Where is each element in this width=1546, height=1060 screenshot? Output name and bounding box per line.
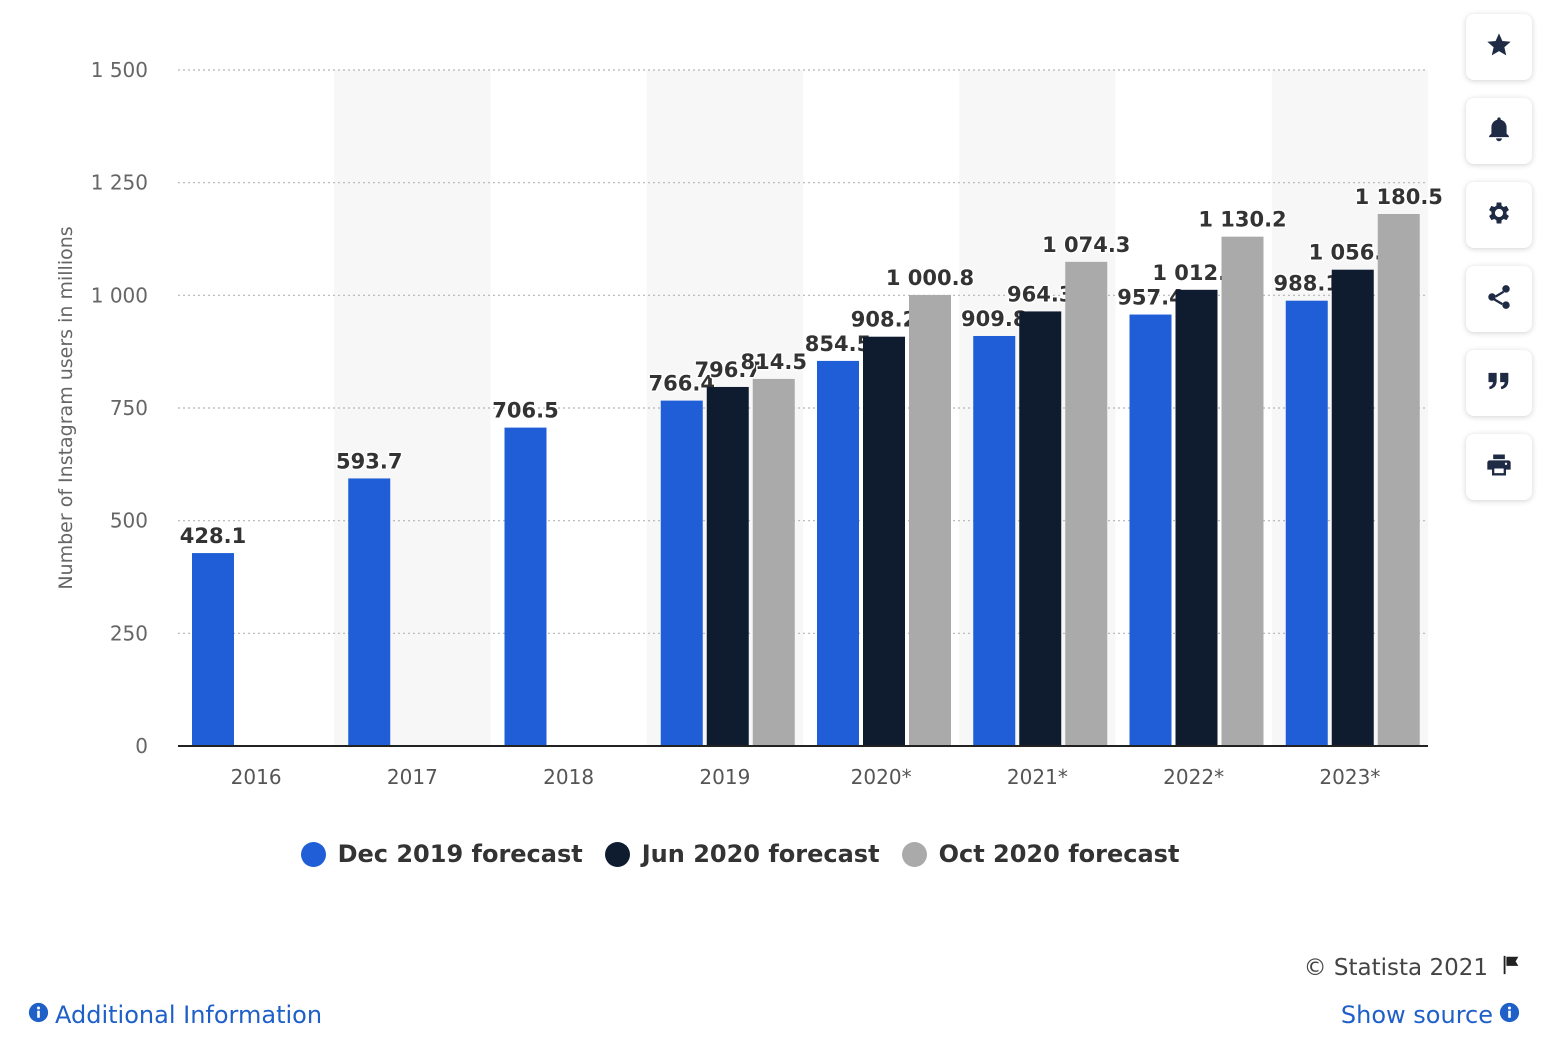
x-tick-label: 2019: [699, 765, 750, 789]
x-tick-label: 2020*: [851, 765, 912, 789]
bar[interactable]: [348, 478, 391, 746]
bar[interactable]: [1221, 236, 1264, 746]
data-label: 766.4: [649, 372, 715, 396]
bar[interactable]: [660, 400, 703, 746]
bar[interactable]: [909, 294, 951, 746]
y-tick-label: 1 250: [91, 171, 148, 195]
bar[interactable]: [1331, 269, 1374, 746]
chart-legend: Dec 2019 forecast Jun 2020 forecast Oct …: [0, 840, 1480, 868]
data-label: 1 000.8: [886, 266, 974, 290]
settings-button[interactable]: [1466, 182, 1532, 248]
legend-item-jun-2020[interactable]: Jun 2020 forecast: [604, 840, 880, 868]
bar-chart: 0 250 500 750 1 000 1 250 1 500 Number of Insta…: [55, 58, 1444, 789]
star-icon: [1485, 31, 1513, 63]
data-label: 854.5: [805, 332, 871, 356]
cite-button[interactable]: [1466, 350, 1532, 416]
data-label: 796.7: [695, 358, 761, 382]
print-icon: [1485, 451, 1513, 483]
legend-item-dec-2019[interactable]: Dec 2019 forecast: [300, 840, 583, 868]
info-icon: [28, 1001, 49, 1029]
bar[interactable]: [817, 360, 859, 746]
x-tick-label: 2016: [231, 765, 282, 789]
data-label: 964.3: [1007, 282, 1073, 306]
show-source-link[interactable]: Show source: [1341, 1001, 1520, 1029]
y-tick-label: 500: [110, 509, 148, 533]
data-label: 428.1: [180, 524, 246, 548]
additional-information-link[interactable]: Additional Information: [28, 1001, 322, 1029]
data-label: 1 180.5: [1355, 185, 1443, 209]
bar[interactable]: [973, 335, 1016, 746]
y-axis-label: Number of Instagram users in millions: [55, 226, 77, 589]
data-label: 593.7: [336, 449, 402, 473]
bar[interactable]: [1285, 300, 1328, 746]
bar[interactable]: [1019, 311, 1062, 746]
copyright-text: © Statista 2021: [1303, 955, 1488, 981]
share-icon: [1485, 283, 1513, 315]
share-button[interactable]: [1466, 266, 1532, 332]
bar[interactable]: [1175, 289, 1218, 746]
notification-button[interactable]: [1466, 98, 1532, 164]
bar[interactable]: [192, 553, 234, 746]
print-button[interactable]: [1466, 434, 1532, 500]
gear-icon: [1485, 199, 1513, 231]
bell-icon: [1485, 115, 1513, 147]
x-tick-label: 2022*: [1163, 765, 1224, 789]
x-tick-label: 2018: [543, 765, 594, 789]
data-label: 1 074.3: [1042, 233, 1130, 257]
x-tick-label: 2017: [387, 765, 438, 789]
bar[interactable]: [1129, 314, 1172, 746]
info-icon: [1499, 1001, 1520, 1029]
data-label: 706.5: [492, 399, 558, 423]
bar[interactable]: [863, 336, 905, 746]
x-tick-label: 2023*: [1319, 765, 1380, 789]
bar[interactable]: [1065, 261, 1108, 746]
copyright-notice: © Statista 2021: [1304, 954, 1522, 982]
favorite-button[interactable]: [1466, 14, 1532, 80]
data-label: 957.4: [1117, 286, 1183, 310]
show-source-label: Show source: [1340, 1001, 1493, 1029]
legend-dot-oct-2020: [901, 841, 927, 867]
y-tick-label: 750: [110, 396, 148, 420]
data-label: 814.5: [741, 350, 807, 374]
x-tick-label: 2021*: [1007, 765, 1068, 789]
chart-toolbar: [1466, 14, 1534, 518]
y-tick-label: 1 500: [91, 58, 148, 82]
bar[interactable]: [752, 378, 795, 746]
bar[interactable]: [504, 427, 547, 746]
flag-icon[interactable]: [1500, 954, 1522, 982]
legend-dot-dec-2019: [300, 841, 326, 867]
y-tick-label: 1 000: [91, 283, 148, 307]
y-tick-label: 250: [110, 621, 148, 645]
additional-information-label: Additional Information: [55, 1001, 323, 1029]
legend-item-oct-2020[interactable]: Oct 2020 forecast: [901, 840, 1180, 868]
bar[interactable]: [1377, 213, 1420, 746]
data-label: 988.1: [1274, 272, 1340, 296]
y-tick-label: 0: [135, 734, 148, 758]
legend-label-jun-2020: Jun 2020 forecast: [641, 840, 880, 868]
data-label: 909.8: [961, 307, 1027, 331]
data-label: 1 130.2: [1198, 208, 1286, 232]
legend-label-dec-2019: Dec 2019 forecast: [337, 840, 583, 868]
quote-icon: [1485, 367, 1513, 399]
legend-label-oct-2020: Oct 2020 forecast: [938, 840, 1180, 868]
legend-dot-jun-2020: [604, 841, 630, 867]
bar[interactable]: [706, 386, 749, 746]
data-label: 908.2: [851, 308, 917, 332]
